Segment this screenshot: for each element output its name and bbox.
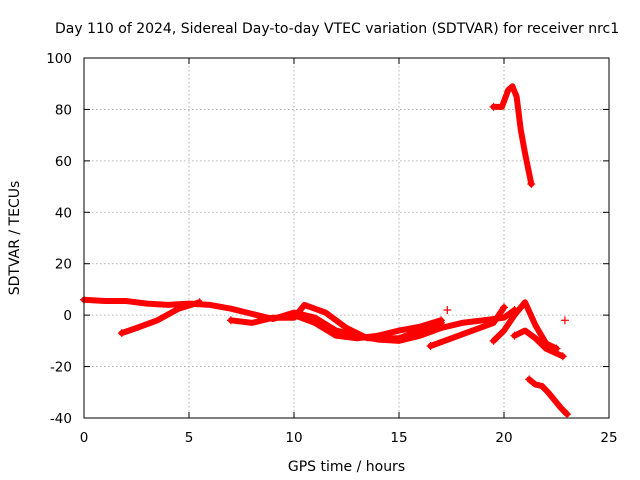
series-1 — [118, 299, 203, 337]
x-tick-label: 25 — [600, 430, 617, 446]
grid-layer — [84, 58, 609, 418]
y-axis-label: SDTVAR / TECUs — [7, 181, 23, 296]
series-start-point — [426, 342, 435, 350]
y-tick-label: 80 — [55, 102, 72, 118]
series-0 — [81, 296, 518, 344]
y-tick-label: 100 — [46, 51, 72, 67]
data-point — [560, 316, 569, 325]
series-end-point — [437, 316, 445, 325]
x-tick-label: 10 — [285, 430, 302, 446]
data-layer — [80, 83, 571, 419]
data-point — [443, 306, 452, 314]
series-start-point — [489, 102, 498, 111]
series-8 — [526, 376, 570, 418]
x-tick-label: 5 — [185, 430, 194, 446]
series-end-point — [527, 180, 536, 188]
y-tick-label: -20 — [50, 360, 72, 376]
series-start-point — [510, 331, 519, 340]
series-end-point — [500, 303, 508, 312]
x-axis-label: GPS time / hours — [288, 459, 405, 475]
y-tick-label: 60 — [55, 154, 72, 170]
series-start-point — [227, 316, 235, 325]
series-end-point — [558, 352, 567, 361]
series-6 — [511, 327, 566, 360]
x-tick-label: 0 — [80, 430, 89, 446]
series-start-point — [489, 336, 498, 345]
plot-frame — [83, 57, 610, 419]
series-7 — [490, 83, 535, 187]
series-start-point — [525, 375, 534, 384]
series-2 — [228, 301, 444, 342]
series-end-point — [552, 344, 561, 353]
chart-title: Day 110 of 2024, Sidereal Day-to-day VTE… — [55, 21, 619, 37]
series-end-point — [563, 410, 571, 419]
axis-layer: 0 5 10 15 20 25 -40 -20 0 20 40 60 80 100 — [46, 51, 617, 446]
series-end-point — [195, 298, 204, 307]
y-tick-label: 40 — [55, 205, 72, 221]
y-tick-label: 0 — [63, 308, 72, 324]
series-3 — [291, 312, 444, 342]
series-end-point — [510, 306, 519, 314]
x-tick-label: 15 — [390, 430, 407, 446]
y-tick-label: 20 — [55, 257, 72, 273]
series-start-point — [290, 311, 298, 320]
series-5 — [490, 299, 560, 352]
series-4 — [427, 304, 507, 349]
x-tick-label: 20 — [495, 430, 512, 446]
y-tick-label: -40 — [50, 411, 72, 427]
series-start-point — [117, 329, 126, 338]
